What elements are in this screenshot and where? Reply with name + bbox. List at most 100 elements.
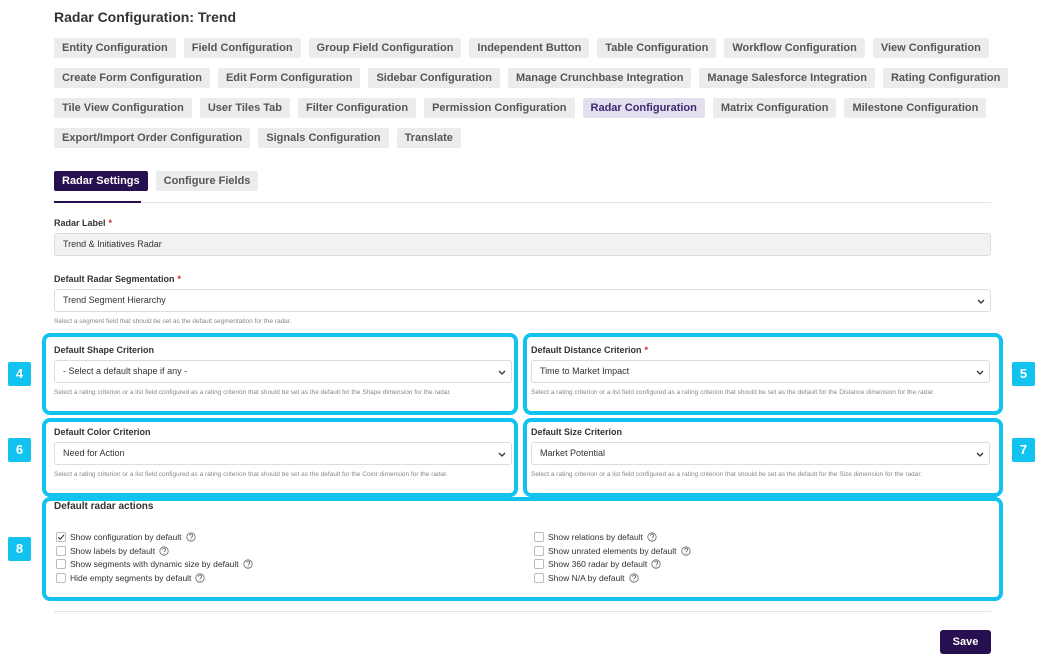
tab[interactable]: Manage Salesforce Integration (699, 68, 875, 88)
help-icon[interactable] (185, 532, 196, 542)
help-icon[interactable] (647, 532, 657, 542)
select[interactable]: Trend Segment Hierarchy (54, 289, 991, 312)
tab-row: Create Form Configuration Edit Form Confi… (54, 68, 1009, 88)
tab[interactable]: Manage Crunchbase Integration (507, 68, 692, 88)
required-mark: * (108, 218, 113, 228)
tab[interactable]: Sidebar Configuration (368, 68, 500, 88)
tab-row: Tile View Configuration User Tiles Tab Fil… (54, 98, 987, 118)
checkbox[interactable] (534, 532, 544, 542)
checkbox-option: Show segments with dynamic size by defau… (56, 559, 253, 570)
active-sub-tab-underline (54, 201, 141, 203)
section-title: Default radar actions (54, 501, 154, 512)
checkbox-label: Show segments with dynamic size by defau… (70, 559, 239, 570)
checkbox-label: Hide empty segments by default (70, 573, 192, 584)
checkbox[interactable] (56, 545, 66, 556)
chevron (976, 370, 984, 375)
checkbox[interactable] (56, 532, 66, 542)
checkbox[interactable] (534, 573, 544, 584)
tab-row: Entity Configuration Field Configuration G… (54, 38, 989, 58)
tab[interactable]: Edit Form Configuration (217, 68, 361, 88)
tab[interactable]: Translate (396, 128, 461, 148)
callout-badge: 7 (1012, 438, 1035, 462)
tab[interactable]: Tile View Configuration (54, 98, 192, 118)
chevron (498, 452, 506, 457)
checkbox-option: Show relations by default (534, 532, 657, 542)
select-value: Market Potential (540, 448, 606, 458)
tab[interactable]: Export/Import Order Configuration (54, 128, 251, 148)
help-text: Select a rating criterion or a list fiel… (54, 389, 452, 396)
select[interactable]: Time to Market Impact (531, 360, 990, 383)
help-text: Select a segment field that should be se… (54, 318, 292, 325)
checkbox[interactable] (56, 573, 66, 584)
select[interactable]: Market Potential (531, 442, 990, 465)
field-label: Default Shape Criterion (54, 345, 154, 355)
checkbox-label: Show relations by default (548, 532, 643, 542)
tab[interactable]: Independent Button (469, 38, 590, 58)
save-button[interactable]: Save (940, 630, 991, 654)
tab[interactable]: Field Configuration (183, 38, 301, 58)
tab[interactable]: Group Field Configuration (308, 38, 462, 58)
checkbox-option: Show labels by default (56, 545, 169, 556)
tab[interactable]: Rating Configuration (882, 68, 1009, 88)
checkbox-label: Show N/A by default (548, 573, 625, 584)
tab[interactable]: User Tiles Tab (199, 98, 291, 118)
footer-divider (54, 611, 991, 612)
select-value: Trend & Initiatives Radar (63, 239, 162, 249)
chevron (977, 299, 985, 304)
tab[interactable]: Entity Configuration (54, 38, 176, 58)
tab[interactable]: Signals Configuration (258, 128, 389, 148)
help-icon[interactable] (680, 546, 691, 556)
highlight-box (42, 418, 518, 497)
help-icon[interactable] (195, 573, 206, 583)
tab[interactable]: View Configuration (872, 38, 989, 58)
checkbox-option: Show configuration by default (56, 532, 196, 542)
checkbox-label: Show unrated elements by default (548, 545, 677, 556)
select[interactable]: - Select a default shape if any - (54, 360, 512, 383)
help-icon[interactable] (159, 546, 169, 556)
required-mark: * (177, 274, 182, 284)
select[interactable]: Need for Action (54, 442, 512, 465)
checkbox-label: Show labels by default (70, 545, 156, 556)
sub-tab[interactable]: Radar Settings (54, 171, 148, 191)
tab[interactable]: Matrix Configuration (712, 98, 837, 118)
tab[interactable]: Workflow Configuration (724, 38, 865, 58)
sub-tab-divider (54, 202, 991, 203)
checkbox[interactable] (534, 545, 544, 556)
callout-badge: 8 (8, 537, 31, 561)
select-value: Time to Market Impact (540, 366, 630, 376)
field-label-text: Default Size Criterion (531, 427, 623, 437)
tab-row: Export/Import Order Configuration Signals… (54, 128, 461, 148)
tab[interactable]: Radar Configuration (582, 98, 705, 118)
help-icon[interactable] (651, 559, 661, 569)
help-icon[interactable] (628, 573, 639, 583)
tab[interactable]: Filter Configuration (298, 98, 417, 118)
checkbox-label: Show 360 radar by default (548, 559, 648, 570)
checkbox[interactable] (56, 559, 66, 570)
required-mark: * (644, 345, 649, 355)
help-text: Select a rating criterion or a list fiel… (531, 471, 922, 478)
help-text: Select a rating criterion or a list fiel… (54, 471, 448, 478)
highlight-box (42, 333, 518, 415)
field-label: Default Color Criterion (54, 427, 151, 437)
tab[interactable]: Permission Configuration (424, 98, 575, 118)
checkbox-option: Hide empty segments by default (56, 573, 206, 584)
checkbox-option: Show unrated elements by default (534, 545, 691, 556)
tab[interactable]: Create Form Configuration (54, 68, 210, 88)
field-label-text: Default Distance Criterion (531, 345, 642, 355)
checkbox[interactable] (534, 559, 544, 570)
tab[interactable]: Milestone Configuration (844, 98, 987, 118)
select[interactable]: Trend & Initiatives Radar (54, 233, 991, 256)
help-text: Select a rating criterion or a list fiel… (531, 389, 935, 396)
highlight-box (523, 333, 1003, 415)
checkbox-option: Show 360 radar by default (534, 559, 661, 570)
field-label-text: Radar Label (54, 218, 106, 228)
sub-tab[interactable]: Configure Fields (155, 171, 259, 191)
tab[interactable]: Table Configuration (597, 38, 717, 58)
field-label-text: Default Radar Segmentation (54, 274, 175, 284)
callout-badge: 4 (8, 362, 31, 386)
help-icon[interactable] (243, 559, 253, 569)
highlight-box (523, 418, 1003, 497)
checkbox-option: Show N/A by default (534, 573, 639, 584)
checkbox-label: Show configuration by default (70, 532, 182, 542)
